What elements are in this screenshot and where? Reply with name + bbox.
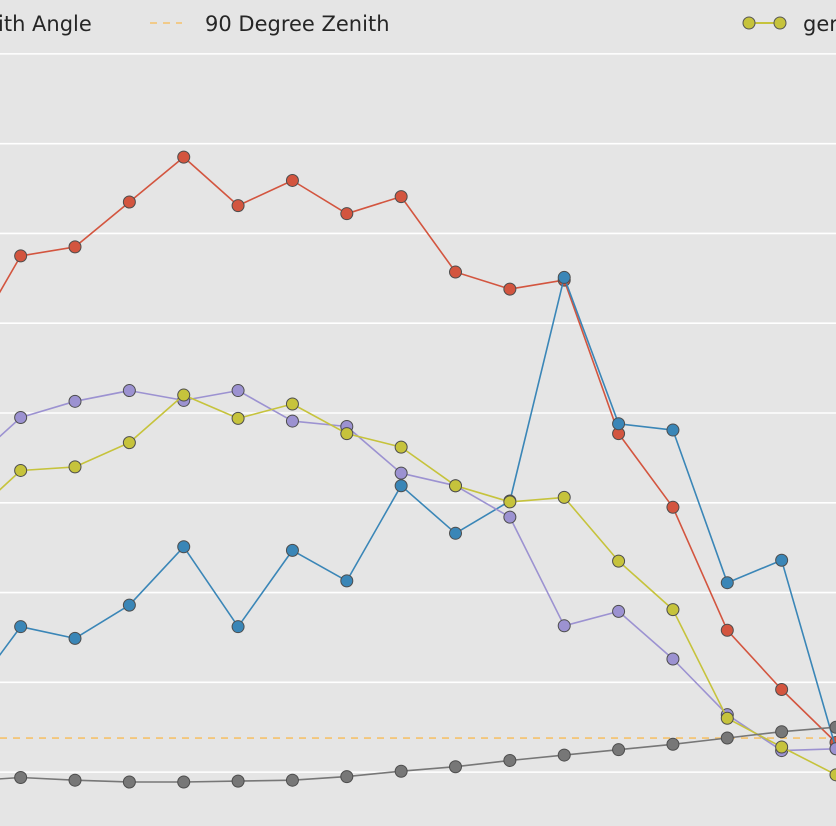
data-point-purple bbox=[68, 394, 82, 408]
data-point-olive bbox=[340, 427, 354, 441]
data-point-purple bbox=[829, 742, 836, 756]
data-point-red bbox=[122, 195, 136, 209]
data-point-gray bbox=[285, 773, 299, 787]
data-point-gray bbox=[775, 725, 789, 739]
legend-label-90-degree-zenith: 90 Degree Zenith bbox=[205, 12, 390, 36]
data-point-olive bbox=[68, 460, 82, 474]
data-point-olive bbox=[775, 740, 789, 754]
data-point-blue bbox=[177, 540, 191, 554]
data-point-blue bbox=[612, 417, 626, 431]
data-point-gray bbox=[14, 771, 28, 785]
data-point-olive bbox=[666, 603, 680, 617]
data-point-olive bbox=[612, 554, 626, 568]
data-point-blue bbox=[122, 598, 136, 612]
data-point-blue bbox=[340, 574, 354, 588]
data-point-gray bbox=[340, 770, 354, 784]
data-point-olive bbox=[231, 411, 245, 425]
data-point-gray bbox=[829, 720, 836, 734]
data-point-red bbox=[503, 282, 517, 296]
data-point-olive bbox=[557, 490, 571, 504]
data-point-gray bbox=[231, 774, 245, 788]
data-point-olive bbox=[122, 436, 136, 450]
data-point-olive bbox=[394, 440, 408, 454]
data-point-olive bbox=[720, 711, 734, 725]
data-point-gray bbox=[68, 773, 82, 787]
data-point-olive bbox=[829, 768, 836, 782]
data-point-red bbox=[68, 240, 82, 254]
data-point-red bbox=[775, 683, 789, 697]
data-point-olive bbox=[503, 495, 517, 509]
legend: ith Angle 90 Degree Zenith ger bbox=[0, 12, 836, 36]
data-point-gray bbox=[666, 737, 680, 751]
data-point-red bbox=[449, 265, 463, 279]
data-point-blue bbox=[557, 270, 571, 284]
data-point-blue bbox=[285, 543, 299, 557]
data-point-red bbox=[394, 190, 408, 204]
data-point-red bbox=[720, 623, 734, 637]
series-group bbox=[0, 150, 836, 789]
data-point-gray bbox=[394, 764, 408, 778]
data-point-purple bbox=[503, 510, 517, 524]
grid-lines bbox=[0, 53, 836, 773]
data-point-gray bbox=[720, 731, 734, 745]
data-point-gray bbox=[612, 743, 626, 757]
data-point-olive bbox=[449, 479, 463, 493]
data-point-red bbox=[231, 199, 245, 213]
data-point-gray bbox=[177, 775, 191, 789]
data-point-red bbox=[14, 249, 28, 263]
data-point-red bbox=[340, 207, 354, 221]
data-point-purple bbox=[285, 414, 299, 428]
data-point-olive bbox=[177, 388, 191, 402]
data-point-blue bbox=[720, 576, 734, 590]
data-point-blue bbox=[68, 631, 82, 645]
data-point-purple bbox=[122, 384, 136, 398]
data-point-purple bbox=[14, 410, 28, 424]
data-point-olive bbox=[285, 397, 299, 411]
data-point-gray bbox=[557, 748, 571, 762]
legend-label-olive-series: ger bbox=[803, 12, 836, 36]
data-point-blue bbox=[775, 553, 789, 567]
data-point-blue bbox=[394, 479, 408, 493]
data-point-purple bbox=[394, 466, 408, 480]
data-point-purple bbox=[557, 619, 571, 633]
data-point-blue bbox=[14, 620, 28, 634]
data-point-red bbox=[177, 150, 191, 164]
data-point-blue bbox=[449, 526, 463, 540]
data-point-blue bbox=[231, 620, 245, 634]
data-point-purple bbox=[231, 384, 245, 398]
data-point-gray bbox=[503, 753, 517, 767]
data-point-olive bbox=[14, 463, 28, 477]
data-point-purple bbox=[666, 652, 680, 666]
data-point-purple bbox=[612, 604, 626, 618]
data-point-gray bbox=[449, 760, 463, 774]
data-point-gray bbox=[122, 775, 136, 789]
data-point-red bbox=[285, 173, 299, 187]
data-point-blue bbox=[666, 423, 680, 437]
legend-label-zenith-angle: ith Angle bbox=[0, 12, 92, 36]
legend-swatch-olive-series bbox=[742, 16, 787, 30]
data-point-red bbox=[666, 500, 680, 514]
